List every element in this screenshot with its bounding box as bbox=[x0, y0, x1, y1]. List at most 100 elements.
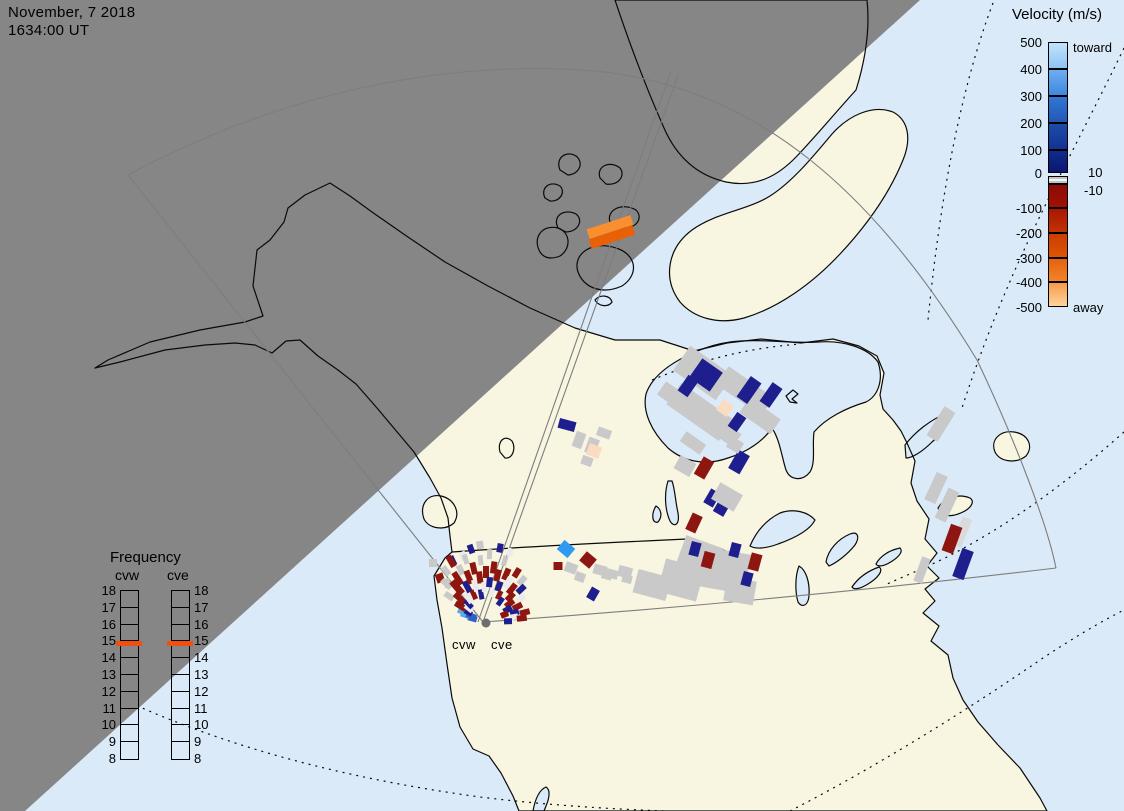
frequency-cell bbox=[121, 675, 138, 692]
velocity-cell bbox=[504, 591, 516, 603]
velocity-cell bbox=[429, 559, 437, 567]
frequency-cell bbox=[172, 658, 189, 675]
velocity-cell bbox=[673, 455, 697, 477]
velocity-cell bbox=[553, 562, 563, 570]
velocity-cell bbox=[440, 564, 452, 577]
velocity-cell bbox=[571, 430, 587, 450]
velocity-cell bbox=[483, 566, 489, 578]
frequency-tick-label: 10 bbox=[101, 717, 116, 733]
velocity-cell bbox=[461, 553, 470, 565]
velocity-cell bbox=[728, 541, 742, 559]
velocity-cell bbox=[700, 550, 716, 570]
velocity-tick-label: -400 bbox=[1015, 275, 1042, 290]
frequency-tick-label: 9 bbox=[194, 734, 202, 750]
velocity-cell bbox=[723, 576, 757, 606]
velocity-cell bbox=[503, 618, 513, 625]
velocity-cell bbox=[443, 590, 455, 602]
fov-edge-inner-1 bbox=[482, 74, 679, 623]
frequency-tick-label: 11 bbox=[102, 700, 117, 716]
velocity-cell bbox=[934, 487, 960, 523]
frequency-cell bbox=[121, 591, 138, 608]
timestamp-block: November, 7 2018 1634:00 UT bbox=[8, 4, 135, 40]
frequency-tick-label: 14 bbox=[101, 650, 116, 666]
velocity-cell bbox=[511, 566, 522, 579]
velocity-cell bbox=[727, 411, 747, 433]
velocity-cell bbox=[621, 573, 633, 585]
frequency-cell bbox=[121, 608, 138, 625]
velocity-cell bbox=[489, 561, 498, 574]
velocity-cell bbox=[462, 591, 475, 605]
velocity-cell bbox=[688, 540, 702, 558]
frequency-tick-label: 17 bbox=[194, 599, 209, 615]
velocity-tick-label: -300 bbox=[1015, 251, 1042, 266]
frequency-tick-label: 8 bbox=[194, 751, 202, 766]
frequency-legend-title: Frequency bbox=[110, 549, 181, 566]
velocity-colorbar-segment bbox=[1048, 282, 1068, 307]
velocity-cell bbox=[710, 482, 744, 512]
velocity-tick-label: -200 bbox=[1015, 226, 1042, 241]
time-label: 1634:00 UT bbox=[8, 22, 90, 39]
velocity-cell bbox=[445, 554, 457, 569]
velocity-cell bbox=[563, 561, 579, 575]
velocity-colorbar-segment bbox=[1048, 69, 1068, 96]
velocity-cell bbox=[440, 577, 453, 591]
radar-fov-boundaries bbox=[127, 68, 1057, 623]
velocity-cell bbox=[747, 552, 763, 572]
velocity-cell bbox=[514, 593, 527, 604]
velocity-cell bbox=[739, 397, 781, 435]
velocity-cell bbox=[556, 539, 576, 559]
velocity-cell bbox=[579, 551, 597, 569]
velocity-cell bbox=[913, 556, 931, 584]
frequency-ladder-cve bbox=[171, 590, 190, 760]
frequency-cell bbox=[172, 641, 189, 659]
threshold-pos-label: 10 bbox=[1088, 165, 1103, 180]
velocity-cell bbox=[505, 582, 518, 596]
velocity-tick-label: 300 bbox=[1020, 89, 1042, 104]
night-terminator-overlay bbox=[0, 0, 920, 811]
velocity-tick-label: 100 bbox=[1020, 143, 1042, 158]
fov-edge-west bbox=[127, 174, 484, 623]
threshold-neg-label: -10 bbox=[1084, 183, 1103, 198]
frequency-tick-label: 18 bbox=[101, 583, 116, 598]
map-label-cvw: cvw bbox=[452, 637, 476, 652]
velocity-cell bbox=[736, 376, 762, 404]
map-label-cve: cve bbox=[491, 637, 513, 652]
frequency-active-marker bbox=[167, 641, 193, 647]
frequency-active-marker bbox=[116, 641, 142, 647]
date-label: November, 7 2018 bbox=[8, 4, 136, 21]
velocity-cell bbox=[516, 614, 528, 622]
frequency-cell bbox=[172, 692, 189, 709]
radar-site-marker bbox=[481, 618, 491, 628]
velocity-cell bbox=[486, 548, 493, 560]
frequency-tick-label: 11 bbox=[194, 700, 208, 716]
frequency-cell bbox=[121, 725, 138, 743]
velocity-cell bbox=[451, 570, 465, 586]
frequency-cell bbox=[172, 675, 189, 692]
frequency-column-cve: cve bbox=[167, 567, 189, 583]
fov-edge-inner-2 bbox=[477, 70, 672, 623]
velocity-colorbar-segment bbox=[1048, 258, 1068, 282]
frequency-cell bbox=[172, 625, 189, 642]
velocity-cell bbox=[515, 583, 527, 595]
velocity-cell bbox=[511, 601, 524, 612]
graticule-lines bbox=[54, 2, 1124, 811]
velocity-cell bbox=[685, 512, 703, 534]
velocity-cell bbox=[469, 561, 478, 575]
velocity-cell bbox=[470, 578, 481, 593]
velocity-cell bbox=[463, 608, 474, 617]
velocity-tick-label: -100 bbox=[1015, 201, 1042, 216]
toward-label: toward bbox=[1073, 40, 1113, 55]
frequency-tick-label: 15 bbox=[101, 633, 116, 649]
velocity-cell bbox=[677, 374, 699, 398]
frequency-cell bbox=[172, 591, 189, 608]
velocity-cell bbox=[500, 555, 509, 567]
velocity-cell bbox=[503, 598, 516, 609]
velocity-cell bbox=[477, 555, 484, 566]
velocity-colorbar-segment bbox=[1048, 96, 1068, 123]
velocity-cell bbox=[635, 575, 647, 587]
frequency-tick-label: 12 bbox=[194, 683, 209, 699]
velocity-cell bbox=[475, 540, 485, 550]
frequency-column-cvw: cvw bbox=[115, 567, 140, 583]
velocity-tick-label: 400 bbox=[1020, 62, 1042, 77]
